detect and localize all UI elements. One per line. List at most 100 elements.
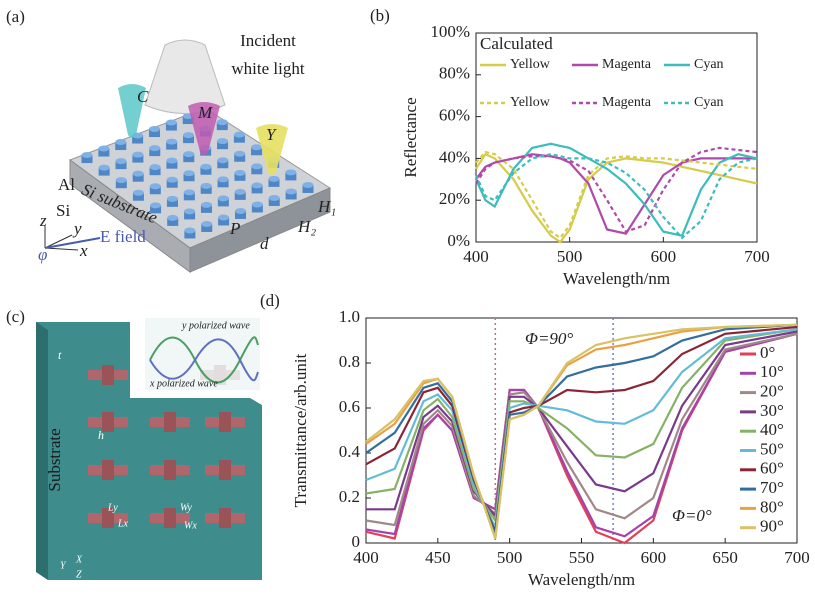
pillar-body: [115, 161, 127, 170]
pillar-body: [165, 122, 177, 131]
pillar-body: [149, 129, 161, 138]
dimension-label: Wy: [180, 502, 192, 513]
legend-label: 30°: [760, 401, 784, 420]
pillar-body: [200, 204, 212, 213]
pillar-body: [200, 166, 212, 175]
pillar-body: [234, 153, 246, 162]
panel-c: (c) t h Substrate y polarized wave x pol…: [6, 307, 262, 580]
pillar-body: [149, 186, 161, 195]
pillar-top: [251, 144, 263, 151]
yellow-cone: [256, 124, 288, 175]
pillar-top: [166, 157, 178, 164]
pillar-body: [251, 147, 263, 156]
antenna: [164, 412, 176, 432]
pillar-body: [167, 217, 179, 226]
pillar-top: [251, 182, 263, 189]
legend-label: Magenta: [602, 57, 652, 72]
legend-label: Yellow: [510, 57, 551, 72]
series-line: [474, 153, 758, 240]
pillar-body: [132, 173, 144, 182]
pillar-top: [115, 158, 127, 165]
legend-label: 10°: [760, 362, 784, 381]
y-tick-label: 20%: [439, 189, 470, 208]
pillar-top: [165, 119, 177, 126]
pillar-body: [166, 141, 178, 150]
pillar-body: [201, 223, 213, 232]
axis-label: z: [39, 211, 47, 230]
wave-label: y polarized wave: [181, 320, 250, 331]
series-line: [365, 332, 798, 527]
pillar-body: [98, 167, 110, 176]
pillar-top: [216, 119, 228, 126]
pillar-top: [132, 151, 144, 158]
x-tick-label: 650: [712, 548, 738, 567]
pillar-top: [81, 152, 93, 159]
pillar-body: [149, 167, 161, 176]
pillar-top: [217, 138, 229, 145]
y-tick-label: 0: [352, 532, 361, 551]
pillar-top: [251, 163, 263, 170]
pillar-top: [115, 139, 127, 146]
x-axis-label: Wavelength/nm: [528, 570, 635, 589]
pillar-body: [217, 198, 229, 207]
pillar-body: [268, 178, 280, 187]
legend-label: 50°: [760, 439, 784, 458]
angle-label: φ: [38, 245, 47, 264]
legend-label: Cyan: [694, 57, 724, 72]
panel-label: (a): [6, 7, 25, 26]
legend-label: 90°: [760, 517, 784, 536]
antenna: [219, 412, 231, 432]
legend-title: Calculated: [480, 34, 553, 53]
pillar-body: [115, 180, 127, 189]
x-tick-label: 450: [425, 548, 451, 567]
incident-label: white light: [231, 59, 304, 78]
pillar-top: [184, 208, 196, 215]
x-tick-label: 700: [744, 247, 770, 266]
legend-label: Cyan: [694, 95, 724, 110]
legend-label: 70°: [760, 478, 784, 497]
x-tick-label: 400: [353, 548, 379, 567]
legend-label: 40°: [760, 420, 784, 439]
cone-label: M: [197, 103, 213, 122]
legend-label: 80°: [760, 497, 784, 516]
pillar-top: [149, 183, 161, 190]
pillar-top: [268, 194, 280, 201]
pillar-body: [150, 205, 162, 214]
panel-label: (b): [370, 6, 390, 25]
pillar-top: [149, 126, 161, 133]
antenna: [102, 412, 114, 432]
pillar-body: [183, 154, 195, 163]
pillar-top: [98, 164, 110, 171]
dimension-label: t: [58, 348, 62, 362]
legend-label: 20°: [760, 382, 784, 401]
series-line: [365, 332, 798, 538]
substrate-edge: [36, 322, 48, 580]
pillar-body: [184, 211, 196, 220]
pillar-body: [251, 166, 263, 175]
x-axis-label: Wavelength/nm: [563, 269, 670, 288]
series-line: [365, 323, 798, 535]
antenna: [219, 508, 231, 528]
legend-label: 60°: [760, 459, 784, 478]
pillar-body: [217, 141, 229, 150]
pillar-body: [251, 185, 263, 194]
y-tick-label: 100%: [430, 22, 470, 41]
pillar-body: [216, 122, 228, 131]
pillar-top: [285, 188, 297, 195]
axis-arrow: [44, 234, 73, 249]
wave: [149, 338, 259, 382]
y-tick-label: 40%: [439, 147, 470, 166]
x-tick-label: 500: [497, 548, 523, 567]
pillar-top: [233, 131, 245, 138]
substrate-side: [189, 187, 331, 273]
pillar-body: [183, 192, 195, 201]
pillar-body: [183, 173, 195, 182]
legend-label: 0°: [760, 343, 775, 362]
axis-label: Z: [76, 569, 82, 580]
pillar-body: [218, 217, 230, 226]
material-label: Si: [56, 201, 70, 220]
x-tick-label: 700: [784, 548, 810, 567]
incident-label: Incident: [240, 31, 296, 50]
white-cone: [144, 39, 226, 114]
series-line: [365, 323, 798, 539]
